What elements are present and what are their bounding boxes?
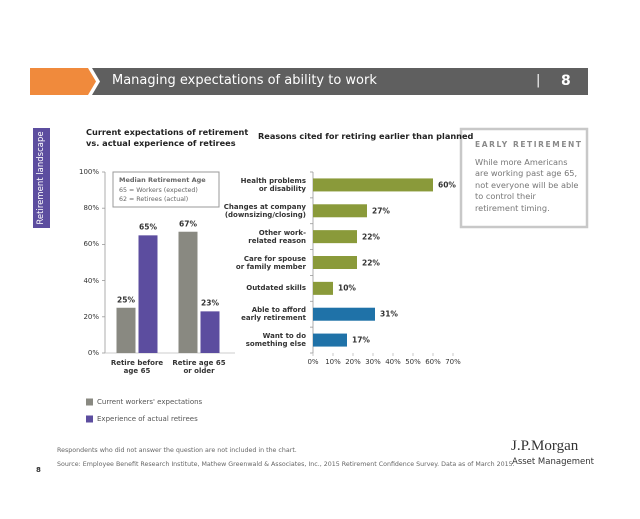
y-tick-label: Health problems or disability [240,176,306,193]
bar [313,204,367,218]
y-tick-label: Care for spouse or family member [235,254,306,271]
x-tick-label: 50% [405,357,421,366]
x-tick-label: Retire before age 65 [110,358,164,375]
header-title: Managing expectations of ability to work [112,73,377,88]
callout-text: While more Americans are working past ag… [475,157,579,213]
x-tick-label: 10% [325,357,341,366]
bar [313,307,375,321]
bar [116,307,136,353]
x-tick-label: 0% [307,357,319,366]
y-tick-label: Other work- related reason [248,228,306,245]
x-tick-label: Retire age 65 or older [172,358,226,375]
value-label: 65% [139,223,157,233]
value-label: 23% [201,299,219,309]
value-label: 22% [362,258,380,268]
bar [200,311,220,353]
bar [313,281,333,295]
value-label: 22% [362,232,380,242]
header-chevron [30,68,96,95]
annotation-line: 62 = Retirees (actual) [119,196,189,203]
x-tick-label: 60% [425,357,441,366]
y-tick-label: 60% [83,240,99,249]
bar [313,178,433,192]
value-label: 17% [352,335,370,345]
legend-swatch [86,415,93,423]
y-tick-label: 80% [83,204,99,213]
bar [313,333,347,347]
chart-title: Reasons cited for retiring earlier than … [258,131,474,141]
value-label: 31% [380,309,398,319]
bar [178,231,198,353]
header-bar [92,68,588,95]
legend-swatch [86,398,93,406]
footnote: Respondents who did not answer the quest… [57,447,297,454]
value-label: 67% [179,219,197,229]
x-tick-label: 70% [445,357,461,366]
y-tick-label: 100% [78,167,99,176]
y-tick-label: 0% [87,348,99,357]
value-label: 25% [117,295,135,305]
y-tick-label: 20% [83,312,99,321]
y-tick-label: Outdated skills [246,284,306,293]
annotation-box [112,171,220,208]
legend-label: Current workers' expectations [97,397,203,406]
x-tick-label: 40% [385,357,401,366]
value-label: 27% [372,206,390,216]
annotation-line: 65 = Workers (expected) [119,187,198,194]
bar [138,235,158,353]
x-tick-label: 30% [365,357,381,366]
value-label: 10% [338,284,356,294]
source: Source: Employee Benefit Research Instit… [57,461,515,468]
annotation-title: Median Retirement Age [119,176,206,184]
logo-name: J.P.Morgan [511,438,579,454]
header-page: 8 [561,73,571,89]
page-number: 8 [36,466,41,474]
callout-box [459,127,589,229]
value-label: 60% [438,180,456,190]
bar [313,230,357,244]
x-tick-label: 20% [345,357,361,366]
y-tick-label: 40% [83,276,99,285]
side-tab-label: Retirement landscape [35,131,46,225]
side-tab [33,128,50,228]
bar [313,256,357,269]
legend-label: Experience of actual retirees [97,414,198,423]
y-tick-label: Want to do something else [245,332,306,349]
y-tick-label: Able to afford early retirement [241,306,306,323]
y-tick-label: Changes at company (downsizing/closing) [223,202,306,219]
callout-title: EARLY RETIREMENT [475,140,583,149]
logo-sub: Asset Management [512,457,594,467]
chart-title: Current expectations of retirement vs. a… [86,127,249,148]
header-separator: | [536,73,541,88]
